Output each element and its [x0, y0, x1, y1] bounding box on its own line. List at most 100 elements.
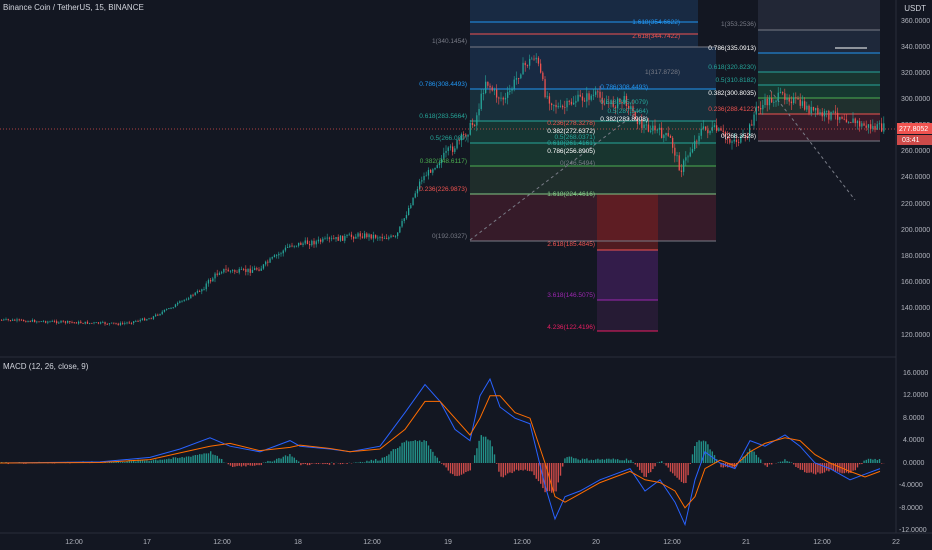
candle-body	[496, 89, 498, 98]
macd-bar	[240, 463, 243, 467]
macd-bar	[584, 459, 586, 463]
fib2-label: 0.786(256.8905)	[547, 148, 595, 155]
macd-bar	[661, 461, 663, 463]
candle-body	[641, 119, 643, 129]
candle-body	[460, 134, 463, 141]
macd-bar	[309, 463, 311, 466]
candle-body	[350, 234, 353, 237]
candle-body	[161, 311, 163, 314]
candle-body	[768, 98, 771, 106]
macd-bar	[379, 460, 381, 463]
macd-bar	[581, 458, 584, 463]
candle-body	[148, 318, 150, 320]
candle-body	[826, 110, 828, 112]
time-tick-label: 12:00	[213, 539, 231, 546]
candle-body	[47, 321, 49, 323]
fib2-label: 1.618(354.6622)	[632, 19, 680, 26]
candle-body	[38, 321, 40, 323]
candle-body	[335, 237, 337, 239]
candle-body	[408, 208, 410, 216]
candle-body	[658, 127, 661, 130]
candle-body	[31, 320, 34, 322]
macd-bar	[366, 460, 368, 463]
macd-bar	[161, 459, 163, 463]
candle-body	[210, 280, 212, 282]
candle-body	[709, 130, 711, 134]
candle-body	[27, 321, 29, 323]
candle-body	[159, 313, 161, 316]
candle-body	[850, 122, 852, 124]
fib2-label: 0.618(295.0079)	[600, 99, 648, 106]
candle-body	[62, 320, 64, 322]
candle-body	[856, 121, 859, 124]
candle-body	[544, 79, 546, 98]
candle-body	[562, 105, 564, 108]
candle-body	[434, 167, 436, 170]
candle-body	[368, 234, 370, 238]
candle-body	[808, 105, 810, 114]
time-ticks[interactable]: 12:00 17 12:00 18 12:00 19 12:00 20 12:00 21 12:00…	[65, 539, 900, 546]
macd-bar	[339, 463, 342, 465]
candle-body	[122, 323, 124, 324]
candle-body	[729, 138, 731, 143]
price-tick-label: 120.0000	[901, 332, 930, 339]
candle-body	[676, 155, 678, 157]
candle-body	[298, 242, 300, 246]
candle-body	[817, 107, 819, 114]
macd-bar	[458, 463, 460, 476]
macd-bar	[674, 463, 676, 476]
candle-body	[353, 236, 355, 239]
candle-body	[333, 238, 335, 240]
candle-body	[878, 123, 881, 125]
candle-body	[300, 242, 302, 245]
macd-bar	[449, 463, 452, 474]
macd-bar	[815, 463, 817, 475]
candle-body	[861, 123, 863, 127]
candle-body	[207, 280, 210, 284]
candle-body	[716, 125, 718, 131]
candle-body	[526, 65, 529, 66]
macd-bar	[799, 463, 801, 470]
macd-bar	[111, 462, 113, 463]
candle-body	[170, 308, 172, 309]
price-tick-label: 160.0000	[901, 279, 930, 286]
currency-label[interactable]: USDT	[904, 4, 926, 13]
macd-bar	[419, 440, 421, 463]
candle-body	[687, 156, 689, 158]
macd-bar	[370, 459, 372, 463]
candle-body	[73, 322, 75, 324]
candle-body	[755, 106, 757, 115]
candle-body	[141, 318, 144, 320]
macd-title[interactable]: MACD (12, 26, close, 9)	[3, 362, 89, 371]
candle-body	[256, 268, 258, 270]
price-axis[interactable]	[896, 0, 932, 550]
symbol-title[interactable]: Binance Coin / TetherUS, 15, BINANCE	[3, 3, 144, 12]
macd-bar	[188, 456, 190, 463]
macd-bar	[832, 463, 834, 471]
candle-body	[262, 264, 265, 269]
macd-bar	[599, 459, 601, 463]
macd-bar	[232, 463, 234, 468]
candle-body	[243, 269, 245, 270]
price-candles	[1, 53, 885, 327]
candle-body	[311, 240, 313, 246]
macd-bar	[284, 455, 287, 463]
candle-body	[727, 136, 729, 139]
price-tick-label: 300.0000	[901, 96, 930, 103]
candle-body	[280, 253, 282, 255]
macd-bar	[436, 457, 438, 463]
candle-body	[621, 102, 623, 104]
macd-bar	[601, 459, 603, 463]
macd-bar	[372, 460, 375, 463]
macd-bar	[625, 458, 628, 463]
macd-bar	[702, 440, 705, 463]
macd-tick-label: 8.0000	[903, 415, 925, 422]
candle-body	[355, 236, 357, 239]
candle-body	[786, 98, 788, 101]
time-tick-label: 17	[143, 539, 151, 546]
candle-body	[370, 234, 372, 239]
macd-bar	[271, 461, 273, 463]
candle-body	[722, 130, 724, 132]
macd-bar	[570, 456, 573, 463]
